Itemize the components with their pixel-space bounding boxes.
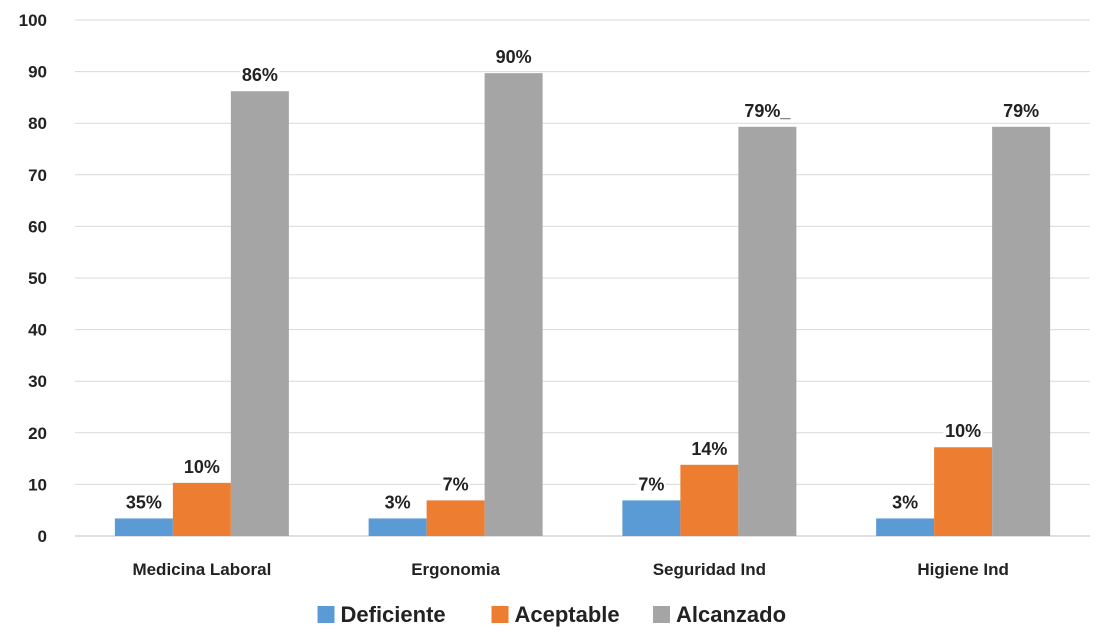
y-tick-label: 100: [19, 11, 47, 30]
legend-item-alcanzado: Alcanzado: [653, 602, 786, 627]
legend-label: Alcanzado: [676, 602, 786, 627]
data-label-background: [182, 453, 222, 478]
y-tick-label: 60: [28, 217, 47, 236]
y-tick-label: 10: [28, 475, 47, 494]
bar-deficiente: [876, 518, 935, 536]
y-tick-label: 80: [28, 114, 47, 133]
y-axis: 0 10 20 30 40 50 60 70 80 90 100: [19, 11, 47, 546]
data-label-background: [890, 489, 920, 514]
bar-aceptable: [934, 447, 993, 536]
bar-deficiente: [114, 518, 173, 536]
data-labels: 35% 10% 86% 3% 7% 90% 7% 14% 79%_ 3% 10% 79%: [124, 44, 1041, 514]
data-label: 7%: [443, 474, 469, 494]
y-tick-label: 30: [28, 372, 47, 391]
data-label-background: [493, 44, 534, 69]
data-label-background: [943, 418, 983, 443]
legend: Deficiente Aceptable Alcanzado: [317, 602, 786, 627]
data-label-background: [383, 489, 413, 514]
data-label: 79%_: [744, 101, 791, 121]
data-label-background: [240, 62, 280, 87]
data-label-background: [124, 489, 164, 514]
data-label-background: [1001, 97, 1041, 122]
legend-item-aceptable: Aceptable: [491, 602, 620, 627]
bars: [114, 73, 1051, 536]
y-tick-label: 0: [38, 527, 47, 546]
y-tick-label: 20: [28, 424, 47, 443]
bar-alcanzado: [230, 91, 289, 536]
data-label: 10%: [945, 421, 981, 441]
data-label-background: [441, 471, 471, 496]
y-tick-label: 90: [28, 63, 47, 82]
x-category-label: Seguridad Ind: [653, 560, 766, 579]
legend-swatch: [317, 606, 335, 623]
data-label-background: [742, 97, 793, 122]
data-label: 10%: [184, 457, 220, 477]
data-label: 90%: [496, 47, 532, 67]
data-label: 79%: [1003, 101, 1039, 121]
bar-aceptable: [426, 500, 485, 536]
legend-swatch: [653, 606, 670, 623]
data-label-background: [689, 435, 730, 460]
bar-aceptable: [172, 482, 231, 536]
data-label: 3%: [892, 492, 918, 512]
bar-alcanzado: [992, 126, 1051, 536]
data-label-background: [636, 471, 666, 496]
legend-swatch: [491, 606, 509, 623]
y-tick-label: 70: [28, 166, 47, 185]
legend-label: Deficiente: [341, 602, 446, 627]
bar-deficiente: [622, 500, 681, 536]
x-axis: Medicina Laboral Ergonomia Seguridad Ind Hi…: [132, 560, 1009, 579]
data-label: 86%: [242, 65, 278, 85]
data-label: 14%: [691, 439, 727, 459]
x-category-label: Medicina Laboral: [132, 560, 271, 579]
data-label: 35%: [126, 492, 162, 512]
data-label: 3%: [385, 492, 411, 512]
legend-item-deficiente: Deficiente: [317, 602, 446, 627]
y-tick-label: 40: [28, 321, 47, 340]
bar-deficiente: [368, 518, 427, 536]
bar-alcanzado: [484, 73, 543, 536]
x-category-label: Higiene Ind: [917, 560, 1009, 579]
legend-label: Aceptable: [515, 602, 620, 627]
y-tick-label: 50: [28, 269, 47, 288]
bar-alcanzado: [738, 126, 797, 536]
data-label: 7%: [638, 474, 664, 494]
bar-aceptable: [680, 464, 739, 536]
x-category-label: Ergonomia: [411, 560, 500, 579]
